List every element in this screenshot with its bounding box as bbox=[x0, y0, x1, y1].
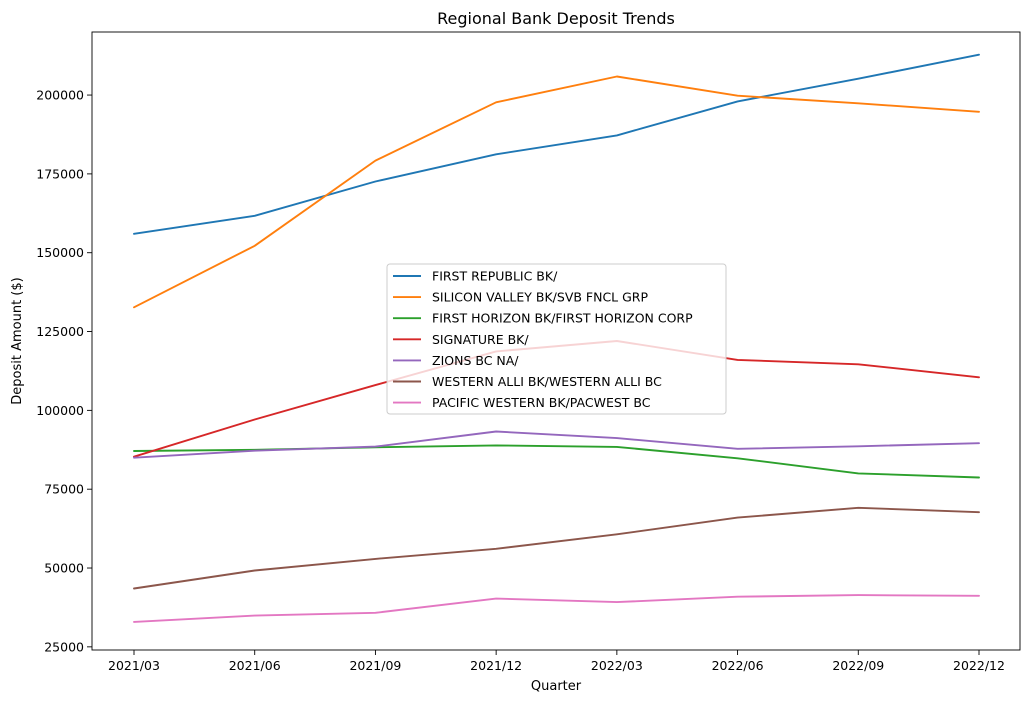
y-tick-label: 75000 bbox=[44, 482, 84, 497]
legend-label-0: FIRST REPUBLIC BK/ bbox=[432, 269, 558, 284]
x-tick-label: 2022/06 bbox=[712, 658, 764, 673]
series-lines bbox=[133, 53, 980, 623]
x-tick-label: 2021/06 bbox=[229, 658, 281, 673]
y-axis: 25000 50000 75000 100000 125000 150000 175000 2… bbox=[36, 88, 92, 654]
series-line-0 bbox=[133, 53, 980, 235]
legend-label-1: SILICON VALLEY BK/SVB FNCL GRP bbox=[432, 290, 648, 305]
y-tick-label: 200000 bbox=[36, 88, 84, 103]
x-tick-label: 2021/09 bbox=[349, 658, 401, 673]
legend-label-6: PACIFIC WESTERN BK/PACWEST BC bbox=[432, 395, 651, 410]
chart-title: Regional Bank Deposit Trends bbox=[437, 9, 675, 28]
y-axis-label: Deposit Amount ($) bbox=[10, 277, 25, 404]
legend-label-4: ZIONS BC NA/ bbox=[432, 353, 519, 368]
plot-frame bbox=[91, 31, 1021, 651]
legend-label-3: SIGNATURE BK/ bbox=[432, 332, 529, 347]
x-tick-label: 2022/03 bbox=[591, 658, 643, 673]
y-tick-label: 175000 bbox=[36, 166, 84, 181]
legend-label-5: WESTERN ALLI BK/WESTERN ALLI BC bbox=[432, 374, 662, 389]
x-tick-label: 2021/03 bbox=[108, 658, 160, 673]
y-tick-label: 150000 bbox=[36, 245, 84, 260]
x-tick-label: 2022/09 bbox=[832, 658, 884, 673]
y-tick-label: 125000 bbox=[36, 324, 84, 339]
x-axis: 2021/03 2021/06 2021/09 2021/12 2022/03 2022/… bbox=[108, 650, 1005, 673]
y-tick-label: 50000 bbox=[44, 561, 84, 576]
y-tick-label: 100000 bbox=[36, 403, 84, 418]
series-line-6 bbox=[133, 594, 980, 623]
x-axis-label: Quarter bbox=[531, 679, 582, 694]
legend-label-2: FIRST HORIZON BK/FIRST HORIZON CORP bbox=[432, 311, 693, 326]
series-line-4 bbox=[133, 430, 980, 459]
x-tick-label: 2021/12 bbox=[470, 658, 522, 673]
x-tick-label: 2022/12 bbox=[953, 658, 1005, 673]
legend-box bbox=[386, 263, 727, 415]
series-line-1 bbox=[133, 75, 980, 309]
legend: FIRST REPUBLIC BK/SILICON VALLEY BK/SVB … bbox=[386, 263, 727, 415]
series-line-5 bbox=[133, 506, 980, 590]
y-tick-label: 25000 bbox=[44, 639, 84, 654]
